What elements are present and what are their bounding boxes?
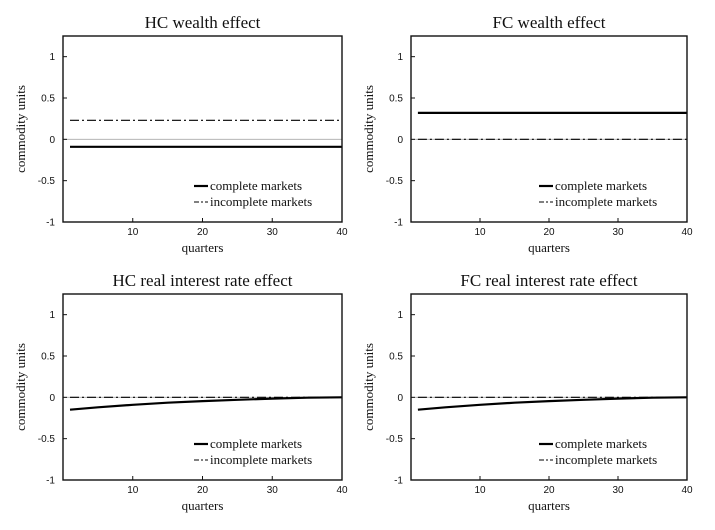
x-tick-label: 20 — [197, 485, 209, 496]
x-tick-label: 40 — [681, 227, 693, 238]
x-tick-label: 20 — [543, 227, 555, 238]
x-tick-label: 10 — [127, 485, 139, 496]
y-tick-label: 0 — [397, 135, 403, 146]
y-tick-label: 1 — [49, 52, 55, 63]
x-tick-label: 30 — [612, 227, 624, 238]
y-tick-label: 0.5 — [389, 94, 403, 105]
y-tick-label: -0.5 — [38, 434, 56, 445]
y-tick-label: 1 — [49, 310, 55, 321]
x-tick-label: 40 — [336, 227, 348, 238]
panel-3: HC real interest rate effect quarters comm… — [13, 271, 348, 513]
chart-title: HC real interest rate effect — [113, 271, 293, 290]
x-tick-label: 30 — [267, 485, 279, 496]
y-tick-label: 0.5 — [41, 94, 55, 105]
legend-label: complete markets — [210, 436, 302, 451]
chart-title: FC wealth effect — [493, 13, 606, 32]
y-axis-label: commodity units — [13, 85, 28, 173]
plot-frame — [62, 293, 343, 481]
y-tick-label: -0.5 — [38, 176, 56, 187]
plot-frame — [410, 35, 688, 223]
x-tick-label: 20 — [543, 485, 555, 496]
x-tick-label: 30 — [612, 485, 624, 496]
y-axis-label: commodity units — [13, 343, 28, 431]
y-tick-label: -1 — [46, 476, 55, 487]
y-tick-label: 0 — [49, 135, 55, 146]
panel-4: FC real interest rate effect quarters comm… — [361, 271, 693, 513]
y-axis-label: commodity units — [361, 85, 376, 173]
y-tick-label: 0 — [49, 393, 55, 404]
y-tick-label: -1 — [46, 218, 55, 229]
x-tick-label: 40 — [336, 485, 348, 496]
y-tick-label: -1 — [394, 218, 403, 229]
x-axis-label: quarters — [182, 240, 224, 255]
x-tick-label: 20 — [197, 227, 209, 238]
series-line-complete-markets — [417, 396, 688, 411]
x-axis-label: quarters — [182, 498, 224, 513]
plot-frame — [62, 35, 343, 223]
x-tick-label: 30 — [267, 227, 279, 238]
legend-label: complete markets — [555, 436, 647, 451]
y-tick-label: -0.5 — [386, 434, 404, 445]
y-tick-label: 1 — [397, 52, 403, 63]
y-tick-label: -1 — [394, 476, 403, 487]
legend-label: incomplete markets — [555, 194, 657, 209]
y-tick-label: 0 — [397, 393, 403, 404]
legend-label: incomplete markets — [210, 194, 312, 209]
chart-title: HC wealth effect — [145, 13, 261, 32]
x-axis-label: quarters — [528, 240, 570, 255]
x-tick-label: 40 — [681, 485, 693, 496]
legend-label: incomplete markets — [210, 452, 312, 467]
plot-frame — [410, 293, 688, 481]
x-tick-label: 10 — [474, 227, 486, 238]
y-tick-label: 1 — [397, 310, 403, 321]
chart-title: FC real interest rate effect — [460, 271, 637, 290]
legend-label: incomplete markets — [555, 452, 657, 467]
series-line-complete-markets — [69, 396, 343, 411]
y-tick-label: 0.5 — [41, 352, 55, 363]
y-axis-label: commodity units — [361, 343, 376, 431]
legend-label: complete markets — [210, 178, 302, 193]
y-tick-label: 0.5 — [389, 352, 403, 363]
x-tick-label: 10 — [127, 227, 139, 238]
y-tick-label: -0.5 — [386, 176, 404, 187]
legend-label: complete markets — [555, 178, 647, 193]
x-axis-label: quarters — [528, 498, 570, 513]
x-tick-label: 10 — [474, 485, 486, 496]
